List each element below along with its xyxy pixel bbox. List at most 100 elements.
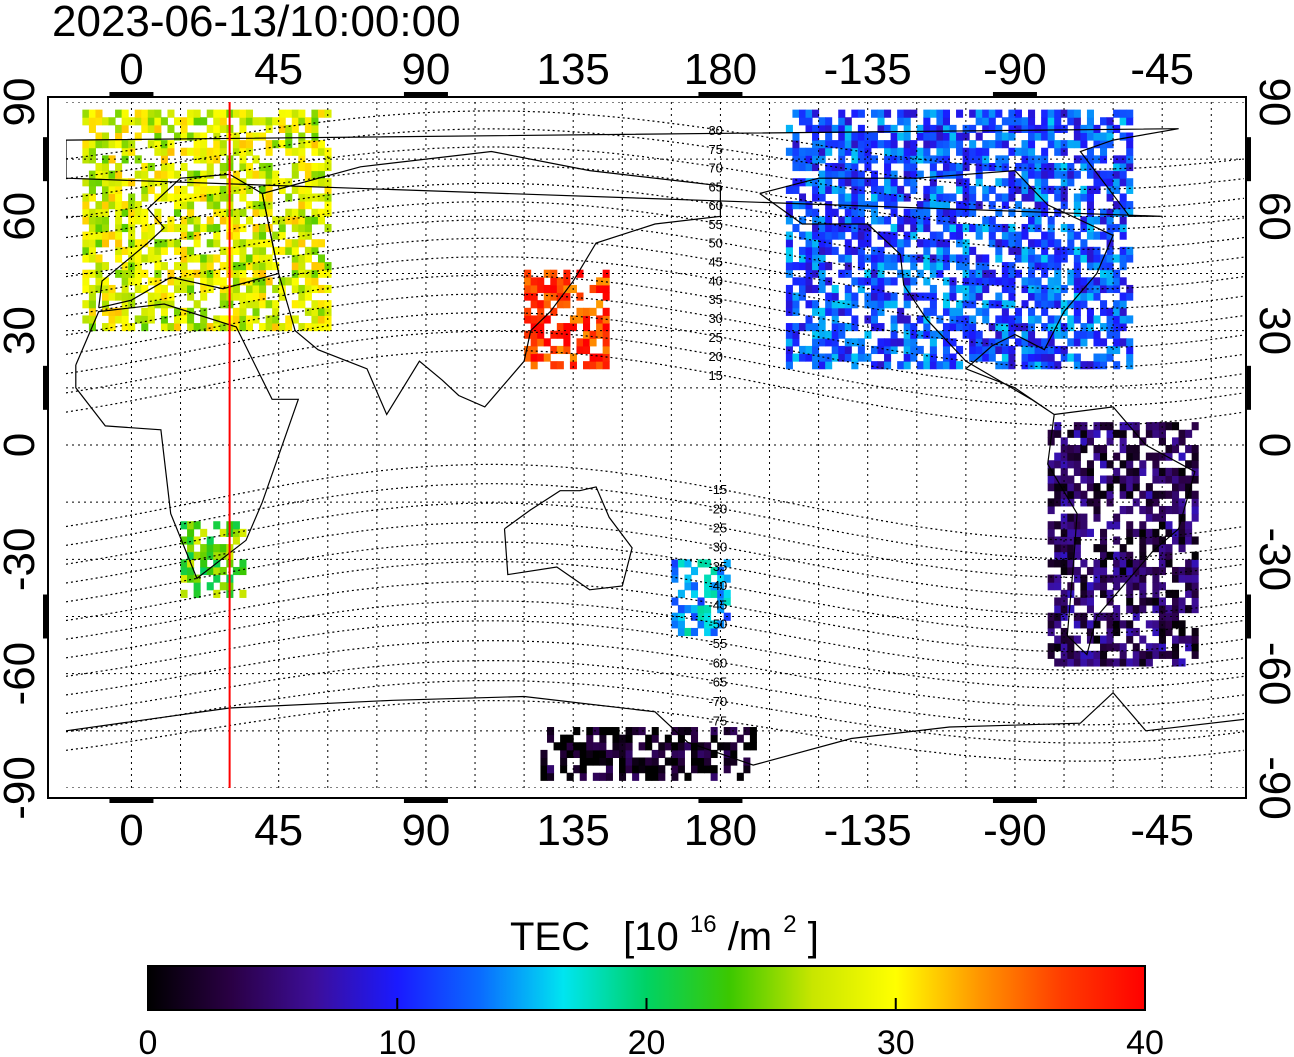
tec-cell <box>573 749 581 759</box>
tec-cell <box>818 223 826 233</box>
tec-cell <box>1080 429 1088 438</box>
tec-cell <box>141 315 149 324</box>
tec-cell <box>239 300 247 309</box>
tec-cell <box>193 323 201 332</box>
tec-cell <box>1158 437 1166 446</box>
tec-cell <box>1191 513 1199 522</box>
tec-cell <box>1041 201 1049 210</box>
tec-cell <box>884 147 892 156</box>
tec-cell <box>530 353 538 362</box>
tec-cell <box>903 170 911 179</box>
tec-cell <box>1185 429 1193 438</box>
tec-cell <box>1047 467 1055 476</box>
tec-cell <box>147 231 155 240</box>
tec-cell <box>851 216 859 225</box>
tec-cell <box>975 170 983 179</box>
tec-cell <box>115 109 123 118</box>
tec-cell <box>193 254 201 263</box>
tec-cell <box>1073 231 1081 240</box>
tec-cell <box>785 124 793 133</box>
tec-cell <box>1119 323 1127 332</box>
tec-cell <box>818 231 826 240</box>
magnetic-latitude-label: 80 <box>708 123 722 138</box>
tec-cell <box>619 742 627 751</box>
tec-cell <box>995 109 1003 118</box>
tec-cell <box>121 262 129 271</box>
bottom-lon-tick-label: -90 <box>983 806 1047 855</box>
tec-cell <box>844 162 852 172</box>
tec-cell <box>134 170 142 179</box>
tec-cell <box>154 277 162 286</box>
tec-cell <box>1060 162 1068 172</box>
tec-cell <box>1067 452 1075 461</box>
tec-cell <box>550 292 558 301</box>
tec-cell <box>193 193 201 202</box>
tec-cell <box>1054 140 1062 149</box>
tec-cell <box>844 124 852 133</box>
tec-cell <box>1093 361 1101 370</box>
tec-cell <box>1086 132 1094 141</box>
tec-cell <box>929 353 937 362</box>
tec-cell <box>239 155 247 164</box>
tec-cell <box>825 208 833 217</box>
tec-cell <box>200 323 208 332</box>
tec-cell <box>1001 353 1009 362</box>
colorbar-tick-label: 10 <box>378 1024 416 1057</box>
tec-cell <box>1073 528 1081 537</box>
tec-cell <box>1080 277 1088 286</box>
tec-cell <box>1001 201 1009 210</box>
tec-cell <box>1178 475 1186 484</box>
tec-cell <box>1119 162 1127 172</box>
tec-cell <box>975 307 983 316</box>
tec-cell <box>187 574 195 583</box>
tec-cell <box>1126 353 1134 362</box>
tec-cell <box>232 170 240 179</box>
tec-cell <box>311 140 319 149</box>
tec-cell <box>213 566 221 576</box>
tec-cell <box>596 353 604 362</box>
tec-cell <box>903 361 911 370</box>
tec-cell <box>625 727 633 736</box>
magnetic-latitude-contour <box>66 600 1244 671</box>
tec-cell <box>1119 300 1127 309</box>
tec-cell <box>160 246 168 255</box>
tec-cell <box>193 147 201 156</box>
tec-cell <box>128 178 136 187</box>
tec-cell <box>962 124 970 133</box>
tec-cell <box>956 162 964 172</box>
tec-cell <box>219 246 227 255</box>
tec-cell <box>1132 483 1140 492</box>
tec-cell <box>1008 292 1016 301</box>
colorbar-tick-label: 30 <box>877 1024 915 1057</box>
tec-cell <box>1139 605 1147 614</box>
tec-cell <box>213 223 221 233</box>
colorbar-title-unit-mid: /m <box>728 915 772 959</box>
tec-cell <box>988 140 996 149</box>
tec-cell <box>95 277 103 286</box>
tec-cell <box>877 117 885 126</box>
tec-cell <box>141 185 149 194</box>
tec-cell <box>969 315 977 324</box>
tec-cell <box>304 277 312 286</box>
map-frame-ticks <box>43 92 1251 803</box>
tec-cell <box>785 262 793 271</box>
tec-cell <box>560 742 568 751</box>
tec-cell <box>857 262 865 271</box>
frame-tick <box>698 92 743 98</box>
tec-cell <box>245 262 254 271</box>
tec-cell <box>154 109 162 118</box>
tec-cell <box>173 246 182 255</box>
tec-cell <box>982 307 990 316</box>
tec-cell <box>805 117 813 126</box>
tec-cell <box>160 178 168 187</box>
tec-cell <box>1028 284 1036 294</box>
tec-cell <box>831 246 839 255</box>
tec-cell <box>200 292 208 301</box>
tec-cell <box>851 193 859 202</box>
tec-cell <box>704 627 712 637</box>
tec-cell <box>1106 315 1114 324</box>
tec-cell <box>232 231 240 240</box>
tec-cell <box>1001 361 1009 370</box>
tec-cell <box>671 566 679 576</box>
tec-cell <box>115 269 123 278</box>
